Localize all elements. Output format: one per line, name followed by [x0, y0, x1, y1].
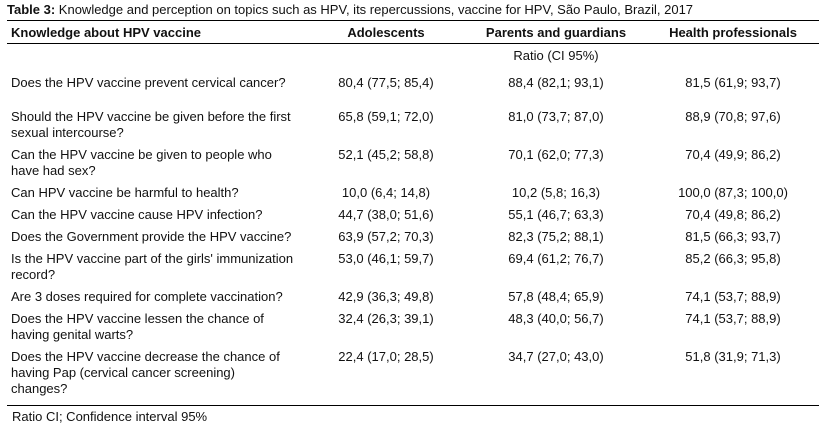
table-row: Can the HPV vaccine cause HPV infection?…: [7, 205, 819, 227]
professionals-cell: 85,2 (66,3; 95,8): [685, 251, 781, 266]
table-row: Does the HPV vaccine lessen the chance o…: [7, 309, 819, 347]
adolescents-cell: 65,8 (59,1; 72,0): [338, 109, 434, 124]
parents-cell: 57,8 (48,4; 65,9): [508, 289, 604, 304]
adolescents-cell: 22,4 (17,0; 28,5): [307, 347, 465, 406]
parents-cell: 48,3 (40,0; 56,7): [508, 311, 604, 326]
question-cell: Is the HPV vaccine part of the girls' im…: [11, 251, 294, 282]
professionals-cell: 51,8 (31,9; 71,3): [647, 347, 819, 406]
table-caption-text: Knowledge and perception on topics such …: [58, 2, 694, 17]
table-footnote: Ratio CI; Confidence interval 95%: [12, 409, 208, 424]
column-header-question: Knowledge about HPV vaccine: [7, 20, 307, 44]
parents-cell: 82,3 (75,2; 88,1): [508, 229, 604, 244]
data-table: Knowledge about HPV vaccine Adolescents …: [7, 20, 819, 406]
table-row: Can HPV vaccine be harmful to health? 10…: [7, 183, 819, 205]
table-row: Does the HPV vaccine decrease the chance…: [7, 347, 819, 406]
table-row: Is the HPV vaccine part of the girls' im…: [7, 249, 819, 287]
parents-cell: 55,1 (46,7; 63,3): [508, 207, 604, 222]
professionals-cell: 70,4 (49,9; 86,2): [685, 147, 781, 162]
question-cell: Are 3 doses required for complete vaccin…: [11, 289, 283, 304]
column-header-adolescents: Adolescents: [307, 20, 465, 44]
professionals-cell: 88,9 (70,8; 97,6): [685, 109, 781, 124]
question-cell: Does the Government provide the HPV vacc…: [11, 229, 292, 244]
table-row: Are 3 doses required for complete vaccin…: [7, 287, 819, 309]
adolescents-cell: 53,0 (46,1; 59,7): [338, 251, 434, 266]
parents-cell: 81,0 (73,7; 87,0): [508, 109, 604, 124]
professionals-cell: 70,4 (49,8; 86,2): [685, 207, 781, 222]
table-row: Does the HPV vaccine prevent cervical ca…: [7, 66, 819, 107]
question-cell: Should the HPV vaccine be given before t…: [11, 109, 291, 140]
professionals-cell: 81,5 (61,9; 93,7): [685, 75, 781, 90]
parents-cell: 70,1 (62,0; 77,3): [508, 147, 604, 162]
professionals-cell: 74,1 (53,7; 88,9): [685, 289, 781, 304]
question-cell: Can HPV vaccine be harmful to health?: [11, 185, 239, 200]
professionals-cell: 74,1 (53,7; 88,9): [685, 311, 781, 326]
adolescents-cell: 52,1 (45,2; 58,8): [338, 147, 434, 162]
question-cell: Can the HPV vaccine be given to people w…: [11, 147, 272, 178]
table-caption-label: Table 3:: [7, 2, 56, 17]
parents-cell: 34,7 (27,0; 43,0): [465, 347, 647, 406]
parents-cell: 69,4 (61,2; 76,7): [508, 251, 604, 266]
column-header-professionals: Health professionals: [647, 20, 819, 44]
adolescents-cell: 44,7 (38,0; 51,6): [338, 207, 434, 222]
adolescents-cell: 42,9 (36,3; 49,8): [338, 289, 434, 304]
adolescents-cell: 80,4 (77,5; 85,4): [338, 75, 434, 90]
adolescents-cell: 10,0 (6,4; 14,8): [341, 185, 431, 200]
question-cell: Can the HPV vaccine cause HPV infection?: [11, 207, 263, 222]
adolescents-cell: 32,4 (26,3; 39,1): [338, 311, 434, 326]
professionals-cell: 81,5 (66,3; 93,7): [685, 229, 781, 244]
parents-cell: 10,2 (5,8; 16,3): [511, 185, 601, 200]
column-header-parents: Parents and guardians: [465, 20, 647, 44]
table-row: Can the HPV vaccine be given to people w…: [7, 145, 819, 183]
table-caption: Table 3: Knowledge and perception on top…: [7, 2, 693, 17]
question-cell: Does the HPV vaccine lessen the chance o…: [11, 311, 264, 342]
table-row: Does the Government provide the HPV vacc…: [7, 227, 819, 249]
adolescents-cell: 63,9 (57,2; 70,3): [338, 229, 434, 244]
question-cell: Does the HPV vaccine decrease the chance…: [7, 347, 307, 406]
parents-cell: 88,4 (82,1; 93,1): [508, 75, 604, 90]
subheader-label: Ratio (CI 95%): [513, 47, 599, 63]
question-cell: Does the HPV vaccine prevent cervical ca…: [11, 75, 286, 90]
subheader-row: Ratio (CI 95%): [7, 44, 819, 67]
header-row: Knowledge about HPV vaccine Adolescents …: [7, 20, 819, 44]
professionals-cell: 100,0 (87,3; 100,0): [678, 185, 788, 200]
table-row: Should the HPV vaccine be given before t…: [7, 107, 819, 145]
